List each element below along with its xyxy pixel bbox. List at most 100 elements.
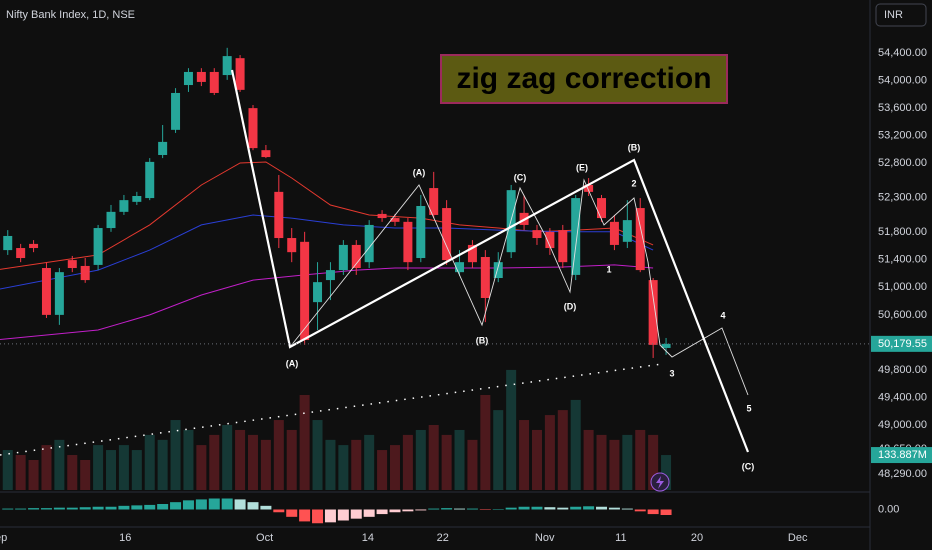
volume-bar [183, 429, 194, 490]
currency-label[interactable]: INR [884, 9, 903, 21]
volume-bar [131, 450, 142, 490]
candle-body [3, 235, 13, 251]
wave-label: (B) [476, 335, 489, 345]
candle-body [467, 244, 477, 263]
x-tick-label: Nov [535, 532, 555, 544]
candle-body [248, 108, 258, 149]
volume-bar [441, 434, 452, 490]
y-tick-label: 54,000.00 [878, 74, 927, 86]
candle-body [67, 260, 77, 269]
volume-bar [519, 420, 530, 490]
trend-line [0, 363, 663, 456]
volume-bar [480, 394, 491, 490]
currency-box[interactable] [875, 3, 927, 27]
oscillator-bar [247, 502, 259, 510]
oscillator-bar [544, 507, 556, 510]
moving-average [0, 161, 654, 270]
x-tick-label: Oct [256, 532, 273, 544]
candle-body [80, 265, 90, 281]
volume-bar [454, 429, 465, 490]
oscillator-bar [131, 505, 143, 510]
volume-bar [364, 434, 375, 490]
oscillator-bar [492, 509, 504, 510]
volume-bar [506, 369, 517, 490]
wave-label: (A) [286, 358, 299, 368]
oscillator-bar [182, 500, 194, 510]
volume-bar [648, 434, 659, 490]
axis-layer: 54,400.00 54,000.00 53,600.00 53,200.00 52,8… [0, 47, 932, 544]
last-volume-label: 133.887M [878, 449, 927, 461]
candle-body [390, 218, 400, 222]
y-tick-label: 54,400.00 [878, 47, 927, 59]
candle-body [661, 343, 671, 348]
oscillator-bar [531, 506, 543, 510]
oscillator-bar [208, 498, 220, 510]
oscillator-bar [40, 508, 52, 510]
chart-title: Nifty Bank Index, 1D, NSE [6, 9, 135, 21]
candle-body [416, 205, 426, 259]
candle-body [545, 231, 555, 249]
volume-bar [144, 434, 155, 490]
oscillator-bar [92, 506, 104, 510]
volume-bar [170, 420, 181, 490]
candle-body [635, 208, 645, 271]
oscillator-bar [363, 509, 375, 517]
x-tick-label: 14 [362, 532, 374, 544]
oscillator-bar [28, 508, 40, 510]
oscillator-bar [415, 509, 427, 511]
candle-body [532, 230, 542, 239]
volume-bar [80, 459, 91, 490]
volume-bar [247, 434, 258, 490]
candle-body [93, 228, 103, 265]
y-tick-label: 52,800.00 [878, 157, 927, 169]
oscillator-bar [621, 508, 633, 510]
volume-bar [106, 450, 117, 490]
volume-bar [260, 439, 271, 490]
candle-body [29, 243, 39, 249]
oscillator-bar [312, 509, 324, 524]
x-tick-label: 22 [437, 532, 449, 544]
candle-body [16, 248, 26, 259]
candle-body [132, 196, 142, 202]
oscillator-bar [596, 506, 608, 510]
volume-bar [286, 429, 297, 490]
annotation-text: zig zag correction [456, 62, 711, 95]
candle-body [158, 141, 168, 155]
volume-bar [402, 434, 413, 490]
candle-body [609, 221, 619, 245]
oscillator-bar [376, 509, 388, 515]
volume-bar [415, 429, 426, 490]
volume-bar [635, 429, 646, 490]
oscillator-bar [570, 506, 582, 510]
oscillator-bar [260, 505, 272, 510]
volume-bar [351, 439, 362, 490]
oscillator-bar [66, 507, 78, 510]
wave-line [289, 178, 749, 396]
last-volume-box [871, 447, 932, 464]
oscillator-bar [454, 508, 466, 510]
wave-label: (C) [514, 172, 527, 182]
candle-body [106, 211, 116, 229]
candle-body [364, 224, 374, 263]
oscillator-bar [15, 508, 27, 510]
wave-label: (D) [564, 301, 577, 311]
zigzag-line [230, 69, 750, 453]
wave-label: (B) [628, 142, 641, 152]
oscillator-bar [441, 508, 453, 510]
candle-body [403, 221, 413, 263]
x-tick-label: Sep [0, 532, 7, 544]
y-tick-label: 51,000.00 [878, 281, 927, 293]
volume-bar [467, 439, 478, 490]
oscillator-bar [660, 509, 672, 515]
candle-body [41, 268, 51, 315]
volume-bar [196, 445, 207, 490]
x-tick-label: 20 [691, 532, 703, 544]
y-tick-label: 50,600.00 [878, 309, 927, 321]
candle-body [584, 184, 594, 192]
candle-body [622, 220, 632, 242]
oscillator-bar [157, 504, 169, 510]
volume-bar [67, 455, 78, 490]
wave-label: 5 [746, 403, 751, 413]
candle-body [235, 58, 245, 90]
